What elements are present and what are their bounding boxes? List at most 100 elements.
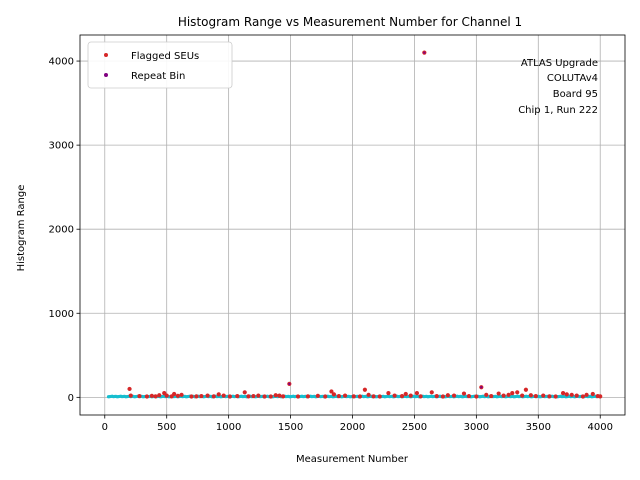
flagged-seu-point [569,392,574,397]
flagged-seu-point [403,391,408,397]
x-axis-label: Measurement Number [296,454,409,465]
flagged-seu-point [221,393,226,398]
chart-title: Histogram Range vs Measurement Number fo… [178,15,522,29]
y-tick-label: 0 [68,393,74,404]
x-tick-label: 1500 [278,422,303,433]
flagged-seu-point [451,393,457,398]
flagged-seu-point [246,394,251,399]
flagged-seu-point [474,394,479,399]
legend-label-flagged-seus: Flagged SEUs [131,51,199,62]
flagged-seu-point [429,390,434,395]
x-tick-label: 500 [157,422,176,433]
flagged-seu-point [277,393,282,398]
flagged-seu-point [523,387,529,392]
flagged-seu-point [175,393,180,398]
flagged-seu-point [336,393,341,399]
flagged-seu-point [342,393,348,398]
y-tick-label: 4000 [49,57,74,68]
flagged-seu-point [489,393,494,399]
flagged-seu-point [520,393,525,398]
legend-marker-flagged-seus [104,53,108,57]
flagged-seu-point [262,394,267,399]
flagged-seu-point [574,393,579,398]
flagged-seu-point [506,392,511,397]
flagged-seu-point [528,393,533,398]
flagged-seu-point [227,394,232,399]
flagged-seu-point [547,394,552,399]
legend: Flagged SEUs Repeat Bin [87,41,233,89]
flagged-seu-point [386,391,391,396]
flagged-seu-point [128,393,133,398]
flagged-seu-point [157,393,162,398]
flagged-seu-point [189,394,194,399]
flagged-seu-point [256,393,261,398]
flagged-seu-point [357,394,363,399]
flagged-seu-point [501,393,506,398]
flagged-seu-point [418,394,423,399]
y-tick-label: 2000 [49,225,74,236]
annotation-line-2: COLUTAv4 [547,73,598,84]
flagged-seu-point [268,394,273,399]
flagged-seu-point [414,391,420,396]
legend-frame [87,41,233,89]
flagged-seu-point [598,394,603,399]
flagged-seu-point [179,392,184,397]
annotation-line-1: ATLAS Upgrade [521,58,598,69]
flagged-seu-point [445,393,450,398]
y-tick-label: 1000 [49,309,74,320]
tick-layer: 0 500 1000 1500 2000 2500 3000 3500 4000 0 1000 200… [49,57,613,433]
flagged-seu-point [399,393,405,399]
annotation-line-3: Board 95 [553,89,598,100]
flagged-seu-point [533,393,538,399]
flagged-seu-point [153,394,158,399]
flagged-seu-point [560,391,566,396]
flagged-seu-point [199,393,204,399]
flagged-seu-point [164,393,169,398]
flagged-seu-point [216,392,221,397]
flagged-seu-point [371,394,376,399]
flagged-seu-point [580,394,585,399]
flagged-seu-point [408,393,413,398]
repeat-bin-point [288,382,291,386]
x-tick-label: 0 [102,422,108,433]
annotation-block: ATLAS Upgrade COLUTAv4 Board 95 Chip 1, … [518,58,598,116]
flagged-seu-point [194,394,199,399]
flagged-seu-point [273,393,278,398]
legend-marker-repeat-bin [104,73,108,77]
flagged-seu-point [584,392,589,397]
flagged-seu-point [323,394,328,399]
flagged-seu-point [496,391,501,396]
flagged-seu-point [295,394,301,399]
x-tick-label: 3500 [526,422,551,433]
flagged-seu-point [251,393,256,399]
flagged-seu-point [392,393,397,398]
flagged-seu-point [362,387,367,392]
flagged-seu-point [127,386,132,392]
flagged-seu-point [281,394,286,399]
flagged-seu-point [137,393,142,399]
y-tick-label: 3000 [49,141,74,152]
flagged-seu-point [590,391,595,397]
flagged-seu-point [211,394,216,399]
flagged-seu-point [541,393,546,398]
flagged-seu-point [553,394,558,399]
flagged-seu-point [461,391,467,396]
flagged-seu-point [351,394,356,399]
flagged-seu-point [366,392,371,397]
flagged-seu-point [242,390,247,395]
flagged-seu-point [144,394,149,399]
flagged-seu-point [305,394,311,399]
x-tick-label: 2000 [340,422,365,433]
flagged-seu-point [484,392,489,397]
flagged-seu-point [329,389,334,394]
flagged-seu-point [434,393,439,399]
y-axis-label: Histogram Range [16,185,27,272]
repeat-bin-point [423,51,426,54]
series-layer [127,50,603,399]
flagged-seu-point [564,392,569,397]
flagged-seu-point [172,391,177,397]
annotation-line-4: Chip 1, Run 222 [518,105,598,116]
flagged-seu-point [235,393,240,399]
